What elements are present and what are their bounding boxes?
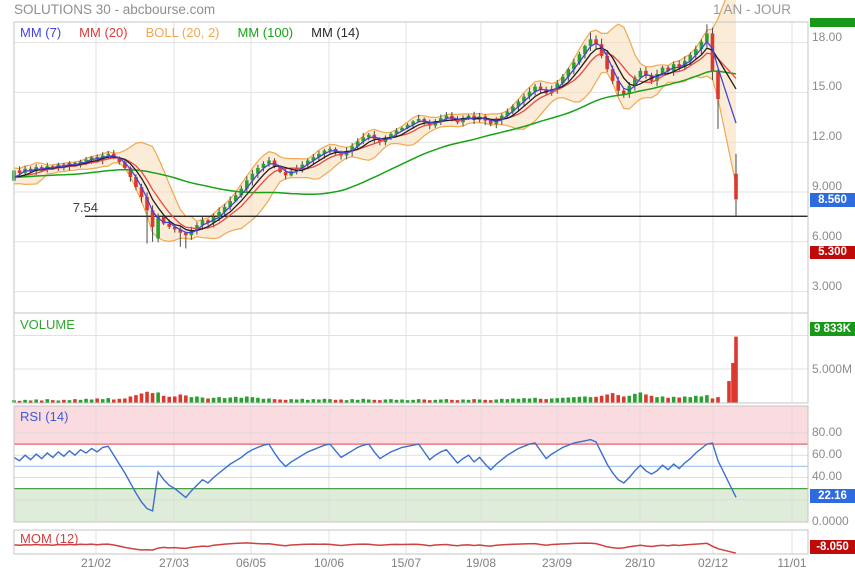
rsi-badge: 22.16 xyxy=(810,489,855,503)
date-label: 19/08 xyxy=(465,556,497,570)
level-line-label: 7.54 xyxy=(72,200,98,215)
date-label: 21/02 xyxy=(80,556,112,570)
rsi-zones-layer xyxy=(14,406,808,523)
date-label: 27/03 xyxy=(158,556,190,570)
momentum-badge: -8.050 xyxy=(810,540,855,554)
price-axis-label: 9.000 xyxy=(812,179,843,193)
price-axis-label: 6.000 xyxy=(812,228,843,243)
legend-item-4: MM (14) xyxy=(311,25,360,40)
date-label: 02/12 xyxy=(697,556,729,570)
legend-item-0: MM (7) xyxy=(20,25,62,40)
gridlines-layer xyxy=(14,22,808,554)
rsi-panel-label: RSI (14) xyxy=(20,409,69,424)
date-label: 23/09 xyxy=(541,556,573,570)
rsi-axis-label: 80.00 xyxy=(812,424,843,439)
volume-panel-label: VOLUME xyxy=(20,317,75,332)
date-label: 06/05 xyxy=(235,556,267,570)
last-price-badge: 8.560 xyxy=(810,193,855,207)
date-label: 28/10 xyxy=(624,556,656,570)
panel-borders-layer xyxy=(13,21,809,555)
rsi-axis-label: 60.00 xyxy=(812,447,843,462)
date-label: 10/06 xyxy=(313,556,345,570)
mom-panel-label: MOM (12) xyxy=(20,531,79,546)
volume-axis-label: 5.000M xyxy=(812,362,853,376)
low-price-badge: 5.300 xyxy=(810,246,855,259)
moving-averages-layer xyxy=(13,40,737,234)
range-label: 1 AN - JOUR xyxy=(712,2,791,17)
date-label: 15/07 xyxy=(390,556,422,570)
rsi-axis-label: 40.00 xyxy=(812,469,843,484)
legend-item-3: MM (100) xyxy=(237,25,294,40)
date-label: 11/01 xyxy=(777,556,807,570)
volume-badge: 9 833K xyxy=(810,322,855,336)
volume-bars-layer xyxy=(12,336,738,403)
price-axis-label: 12.00 xyxy=(812,129,843,144)
price-axis-label: 18.00 xyxy=(812,29,843,44)
bollinger-band-layer xyxy=(13,0,737,243)
price-axis-label: 15.00 xyxy=(812,79,843,94)
page-title: SOLUTIONS 30 - abcbourse.com xyxy=(14,2,216,17)
legend-item-2: BOLL (20, 2) xyxy=(145,25,220,40)
legend: MM (7) MM (20) BOLL (20, 2) MM (100) MM (14) xyxy=(20,25,360,40)
legend-item-1: MM (20) xyxy=(79,25,128,40)
momentum-line-layer xyxy=(13,542,737,554)
clipped-top-badge xyxy=(810,18,855,27)
rsi-axis-label: 0.0000 xyxy=(812,514,849,528)
price-axis-label: 3.000 xyxy=(812,278,843,293)
rsi-line-layer xyxy=(13,438,737,512)
